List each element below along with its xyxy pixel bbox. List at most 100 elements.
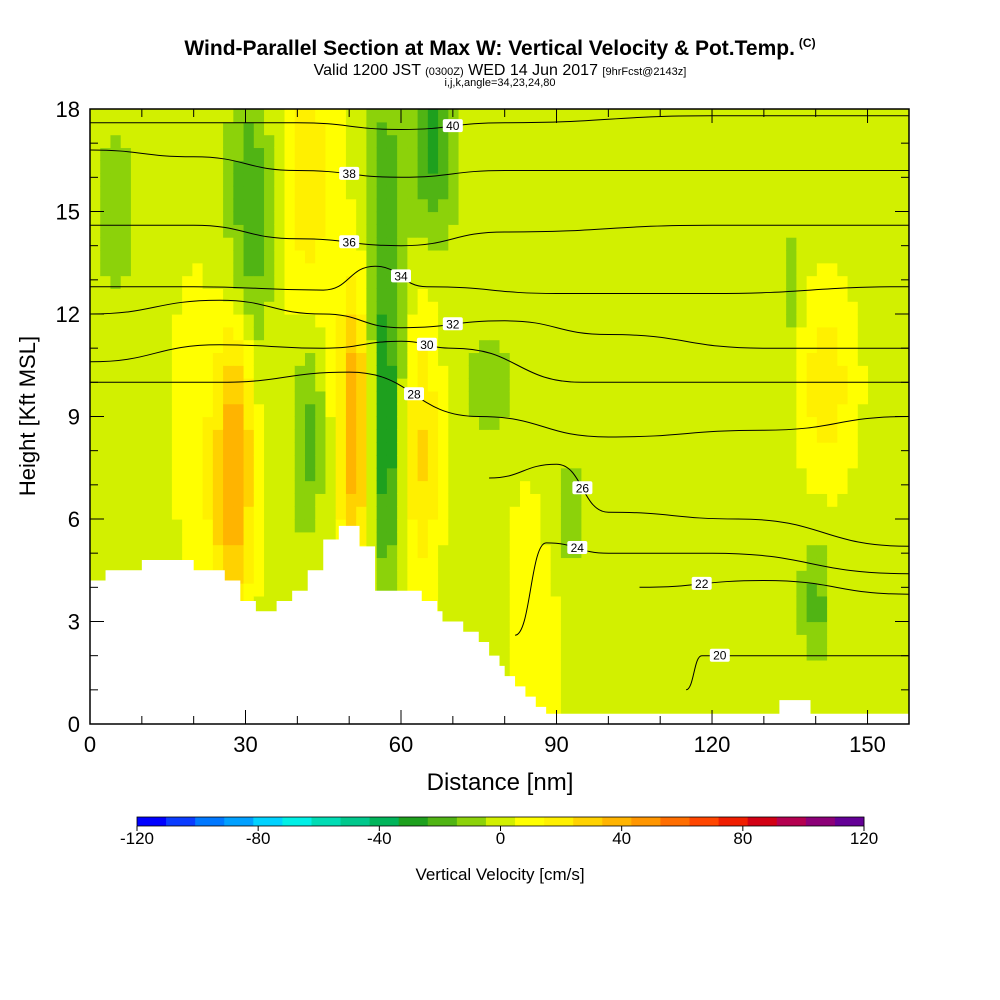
- velocity-cell: [827, 659, 838, 674]
- velocity-cell: [212, 480, 224, 494]
- velocity-cell: [182, 403, 193, 418]
- velocity-cell: [335, 314, 347, 328]
- velocity-cell: [202, 326, 214, 341]
- colorbar-tick-label: 0: [496, 829, 505, 848]
- velocity-cell: [888, 634, 900, 648]
- velocity-cell: [315, 493, 327, 507]
- velocity-cell: [622, 211, 634, 225]
- velocity-cell: [601, 147, 613, 161]
- velocity-cell: [560, 557, 572, 571]
- velocity-cell: [427, 275, 439, 289]
- velocity-cell: [888, 570, 900, 584]
- velocity-cell: [581, 519, 593, 533]
- velocity-cell: [755, 634, 767, 648]
- velocity-cell: [622, 173, 634, 187]
- velocity-cell: [673, 442, 685, 456]
- velocity-cell: [110, 160, 122, 174]
- velocity-cell: [734, 378, 746, 392]
- velocity-cell: [704, 378, 716, 392]
- velocity-cell: [202, 454, 214, 469]
- velocity-cell: [694, 288, 705, 302]
- velocity-cell: [182, 301, 193, 315]
- velocity-cell: [284, 480, 296, 494]
- velocity-cell: [540, 121, 552, 136]
- velocity-cell: [284, 442, 296, 456]
- velocity-cell: [519, 352, 531, 366]
- velocity-cell: [345, 390, 357, 405]
- velocity-cell: [417, 454, 429, 469]
- velocity-cell: [243, 352, 255, 366]
- velocity-cell: [130, 365, 142, 379]
- velocity-cell: [622, 583, 634, 597]
- velocity-cell: [878, 352, 890, 366]
- velocity-cell: [468, 403, 480, 418]
- velocity-cell: [151, 185, 163, 200]
- velocity-cell: [448, 109, 460, 123]
- velocity-cell: [775, 659, 787, 674]
- velocity-cell: [745, 519, 757, 533]
- velocity-cell: [407, 570, 419, 584]
- velocity-cell: [827, 339, 838, 354]
- velocity-cell: [130, 173, 142, 187]
- velocity-cell: [560, 249, 572, 264]
- velocity-cell: [325, 429, 337, 443]
- velocity-cell: [724, 288, 736, 302]
- velocity-cell: [223, 365, 234, 379]
- theta-contour-26: [489, 463, 909, 547]
- velocity-cell: [468, 339, 480, 354]
- velocity-cell: [550, 531, 562, 546]
- velocity-cell: [806, 237, 818, 251]
- velocity-cell: [192, 416, 204, 430]
- velocity-cell: [786, 531, 797, 546]
- velocity-cell: [376, 185, 388, 200]
- velocity-cell: [550, 326, 562, 341]
- velocity-cell: [642, 237, 654, 251]
- velocity-cell: [100, 121, 112, 136]
- velocity-cell: [509, 647, 521, 661]
- velocity-cell: [519, 403, 531, 418]
- velocity-cell: [888, 326, 900, 341]
- velocity-cell: [161, 467, 173, 482]
- velocity-cell: [274, 493, 286, 507]
- velocity-cell: [612, 326, 623, 341]
- velocity-cell: [540, 467, 552, 482]
- velocity-cell: [499, 519, 511, 533]
- velocity-cell: [264, 429, 275, 443]
- velocity-cell: [765, 621, 777, 635]
- velocity-cell: [479, 339, 490, 354]
- velocity-cell: [356, 454, 368, 469]
- velocity-cell: [294, 262, 306, 277]
- velocity-cell: [171, 467, 183, 482]
- velocity-cell: [601, 544, 613, 559]
- velocity-cell: [837, 659, 849, 674]
- velocity-cell: [489, 467, 501, 482]
- velocity-cell: [704, 403, 716, 418]
- velocity-cell: [898, 352, 909, 366]
- velocity-cell: [519, 173, 531, 187]
- velocity-cell: [796, 134, 808, 149]
- velocity-cell: [499, 506, 511, 520]
- contour-label-bg: [572, 481, 593, 495]
- velocity-cell: [284, 429, 296, 443]
- velocity-cell: [458, 173, 470, 187]
- velocity-cell: [796, 326, 808, 341]
- velocity-cell: [509, 403, 521, 418]
- velocity-cell: [438, 160, 449, 174]
- velocity-cell: [898, 467, 909, 482]
- velocity-cell: [417, 109, 429, 123]
- velocity-cell: [182, 467, 193, 482]
- velocity-cell: [868, 378, 879, 392]
- velocity-cell: [560, 454, 572, 469]
- velocity-cell: [530, 314, 542, 328]
- velocity-cell: [120, 467, 132, 482]
- velocity-cell: [857, 352, 869, 366]
- velocity-cell: [653, 352, 664, 366]
- velocity-cell: [233, 173, 245, 187]
- velocity-cell: [806, 621, 818, 635]
- velocity-cell: [438, 211, 449, 225]
- velocity-cell: [622, 480, 634, 494]
- velocity-cell: [837, 224, 849, 238]
- velocity-cell: [571, 378, 582, 392]
- velocity-cell: [264, 275, 275, 289]
- velocity-cell: [130, 224, 142, 238]
